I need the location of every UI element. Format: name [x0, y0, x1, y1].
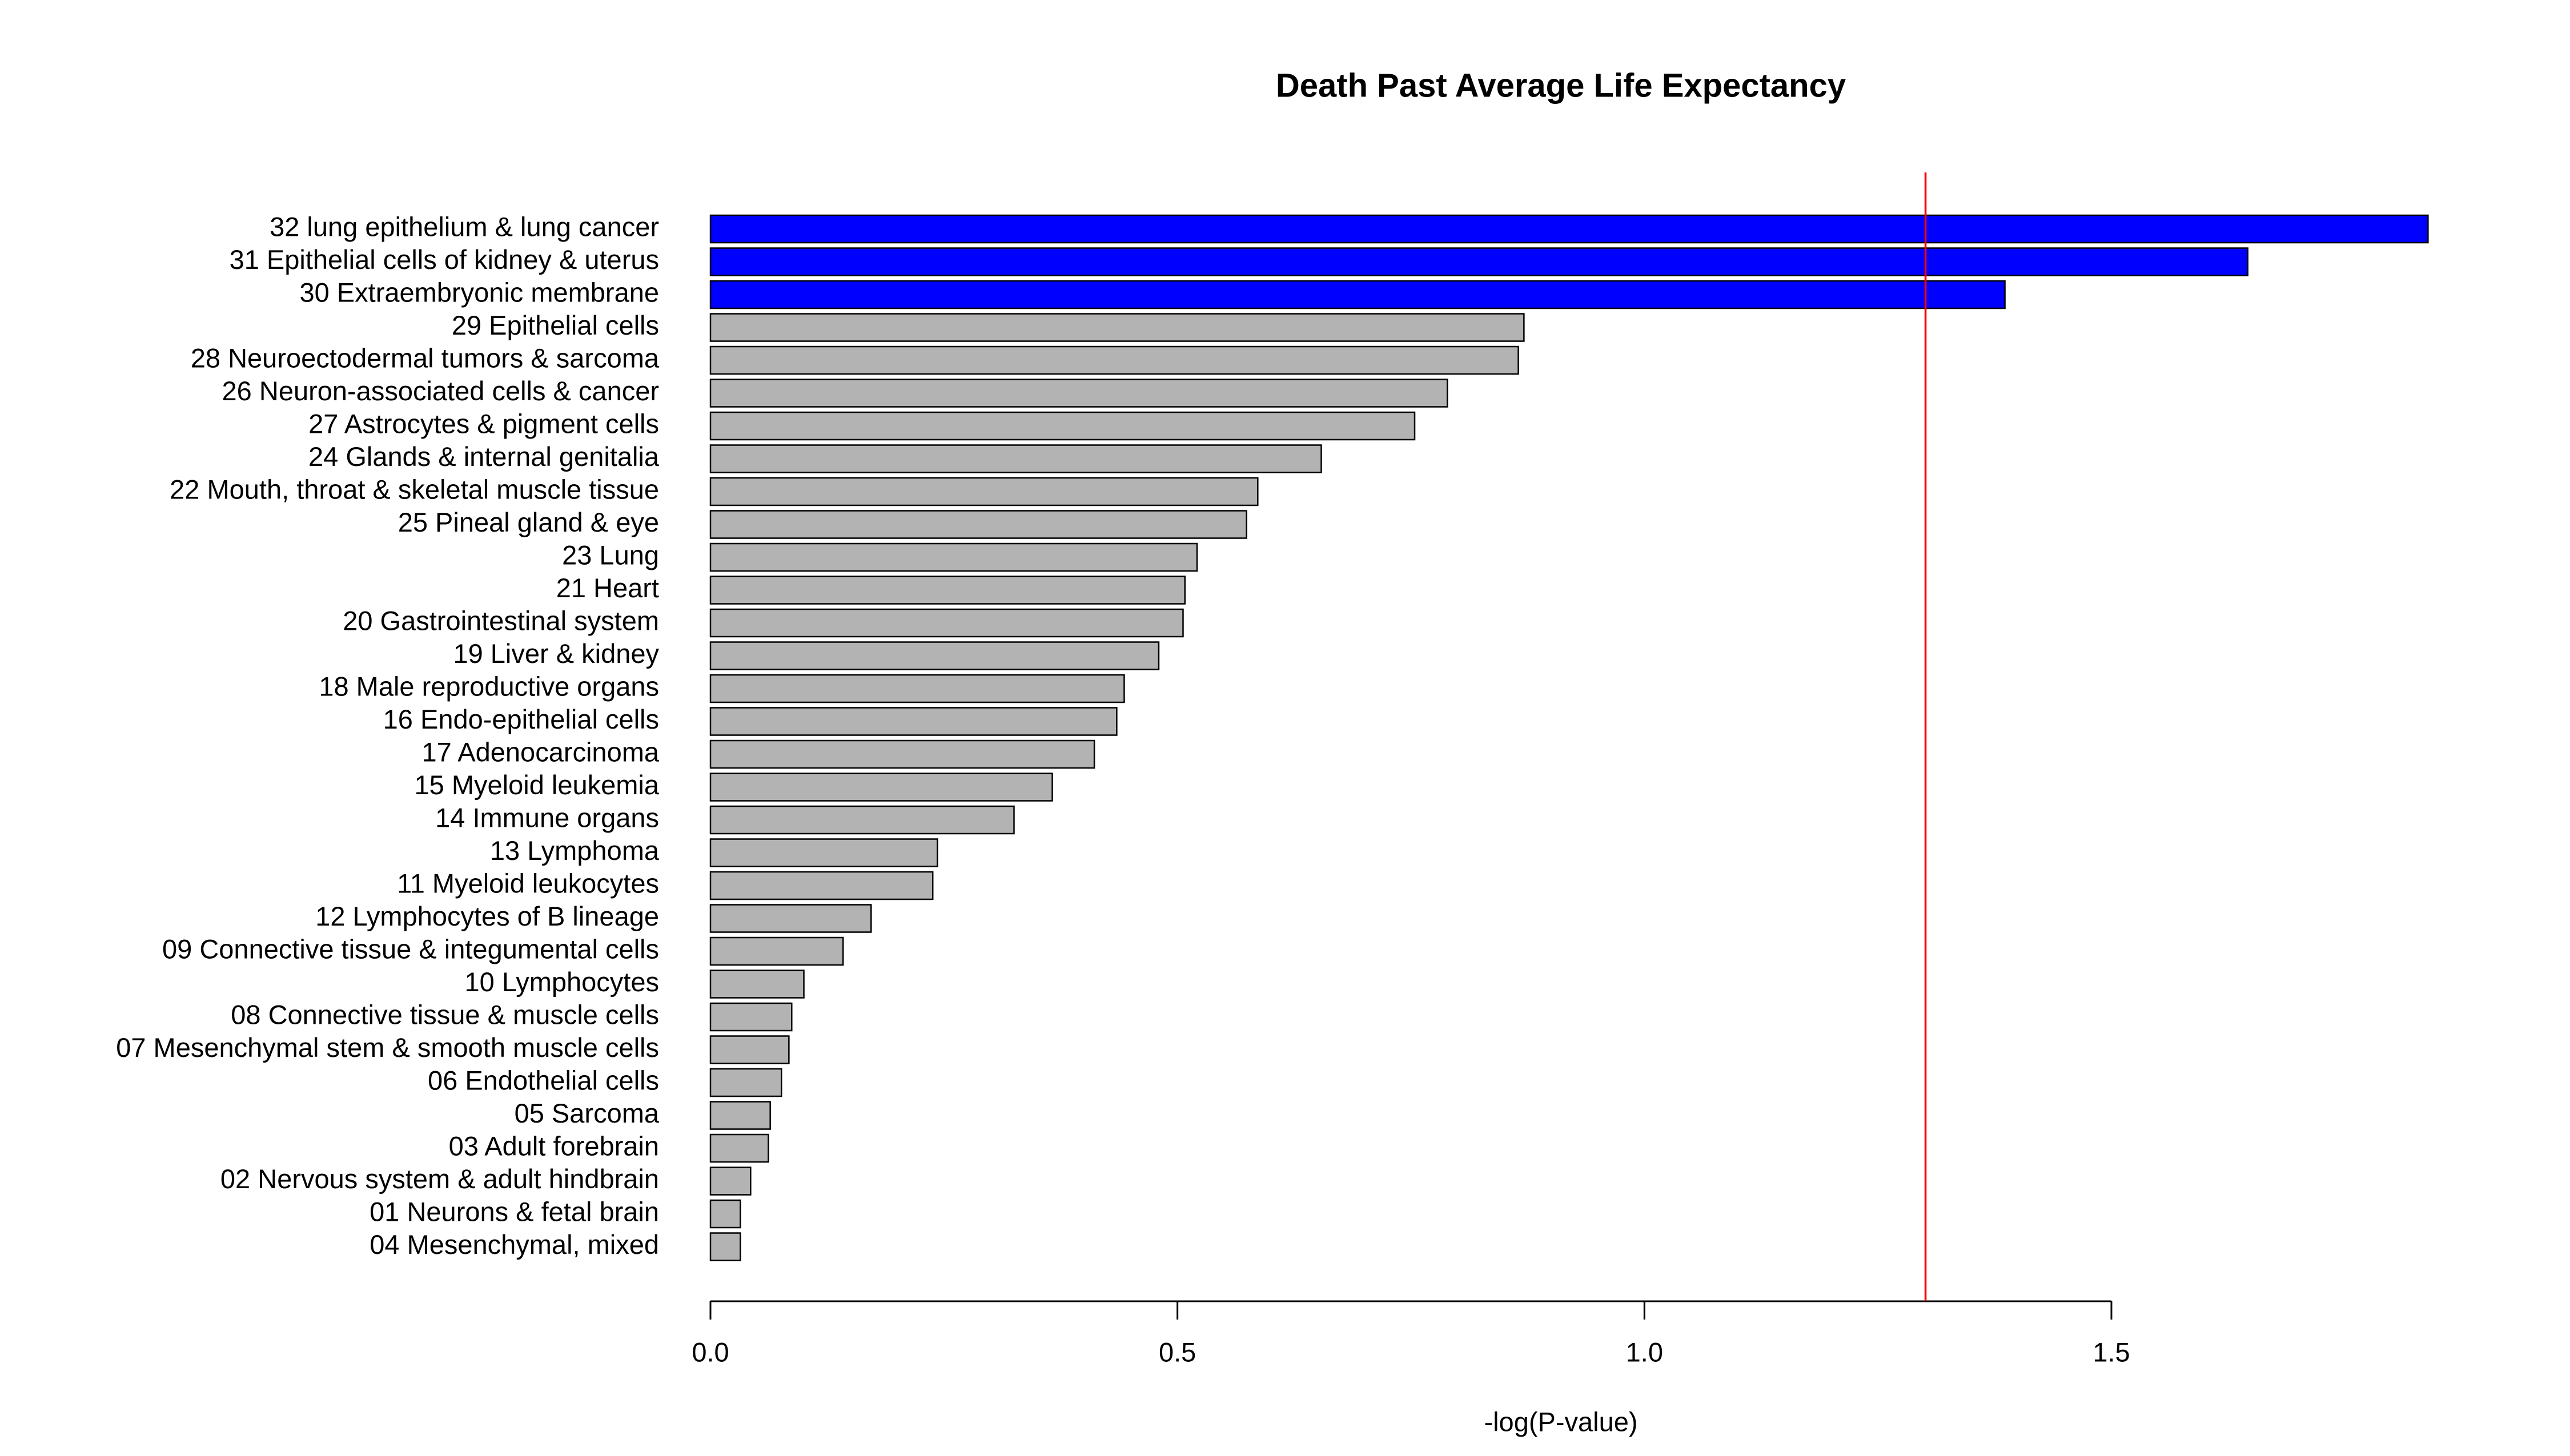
bar: [709, 444, 1322, 473]
y-tick-label: 31 Epithelial cells of kidney & uterus: [230, 244, 659, 275]
bar: [709, 608, 1184, 638]
bar: [709, 345, 1519, 375]
bar: [709, 970, 805, 999]
bar: [709, 838, 938, 867]
bar: [709, 247, 2248, 276]
y-tick-label: 32 lung epithelium & lung cancer: [270, 211, 659, 242]
bar: [709, 674, 1125, 703]
bar: [709, 936, 844, 966]
bar: [709, 214, 2429, 244]
x-tick-label: 1.0: [1626, 1337, 1663, 1367]
y-tick-label: 09 Connective tissue & integumental cell…: [162, 934, 659, 964]
bar: [709, 1101, 771, 1130]
x-tick-label: 0.5: [1159, 1337, 1196, 1367]
bar: [709, 379, 1448, 408]
bar: [709, 313, 1525, 342]
y-tick-label: 29 Epithelial cells: [452, 310, 659, 340]
y-tick-label: 27 Astrocytes & pigment cells: [308, 408, 659, 439]
y-tick-label: 24 Glands & internal genitalia: [308, 441, 660, 472]
y-tick-label: 06 Endothelial cells: [428, 1065, 659, 1095]
x-tick-label: 0.0: [692, 1337, 729, 1367]
y-tick-label: 08 Connective tissue & muscle cells: [231, 999, 659, 1029]
y-tick-label: 10 Lymphocytes: [465, 967, 660, 997]
bar: [709, 871, 934, 900]
x-tick-label: 1.5: [2093, 1337, 2130, 1367]
bar: [709, 411, 1416, 441]
y-tick-label: 25 Pineal gland & eye: [398, 507, 659, 537]
y-tick-label: 02 Nervous system & adult hindbrain: [220, 1164, 659, 1194]
x-axis-label: -log(P-value): [1484, 1406, 1637, 1437]
bar: [709, 542, 1198, 572]
y-tick-label: 16 Endo-epithelial cells: [383, 704, 659, 734]
y-tick-label: 14 Immune organs: [435, 802, 659, 832]
y-tick-label: 26 Neuron-associated cells & cancer: [222, 376, 659, 406]
bar: [709, 1068, 782, 1097]
y-tick-label: 04 Mesenchymal, mixed: [370, 1229, 659, 1260]
y-tick-label: 23 Lung: [562, 540, 659, 570]
y-tick-label: 01 Neurons & fetal brain: [370, 1196, 659, 1226]
y-tick-label: 05 Sarcoma: [515, 1098, 660, 1128]
y-tick-label: 15 Myeloid leukemia: [415, 770, 660, 800]
bar: [709, 510, 1247, 539]
bar: [709, 280, 2006, 309]
y-tick-label: 30 Extraembryonic membrane: [299, 277, 659, 307]
bar: [709, 904, 872, 933]
bar: [709, 707, 1118, 736]
bar: [709, 1133, 769, 1163]
y-tick-label: 12 Lymphocytes of B lineage: [315, 901, 659, 931]
bar: [709, 477, 1259, 506]
bar: [709, 773, 1053, 802]
y-tick-label: 11 Myeloid leukocytes: [397, 868, 659, 898]
bar: [709, 805, 1015, 835]
y-tick-label: 22 Mouth, throat & skeletal muscle tissu…: [170, 474, 659, 504]
bar: [709, 576, 1186, 605]
bar: [709, 1199, 741, 1229]
bar: [709, 739, 1095, 769]
y-tick-label: 18 Male reproductive organs: [319, 671, 659, 701]
y-tick-label: 03 Adult forebrain: [449, 1131, 659, 1161]
y-tick-label: 21 Heart: [556, 573, 659, 603]
y-tick-label: 13 Lymphoma: [490, 835, 660, 866]
bar: [709, 1035, 790, 1064]
y-tick-label: 07 Mesenchymal stem & smooth muscle cell…: [116, 1032, 659, 1063]
y-tick-label: 17 Adenocarcinoma: [422, 737, 660, 767]
bar: [709, 1002, 793, 1032]
bar: [709, 641, 1160, 670]
chart-title: Death Past Average Life Expectancy: [1276, 67, 1846, 104]
bar: [709, 1232, 741, 1261]
bar: [709, 1167, 752, 1196]
y-tick-label: 20 Gastrointestinal system: [343, 605, 659, 636]
y-tick-label: 19 Liver & kidney: [453, 638, 659, 669]
y-tick-label: 28 Neuroectodermal tumors & sarcoma: [191, 343, 660, 373]
